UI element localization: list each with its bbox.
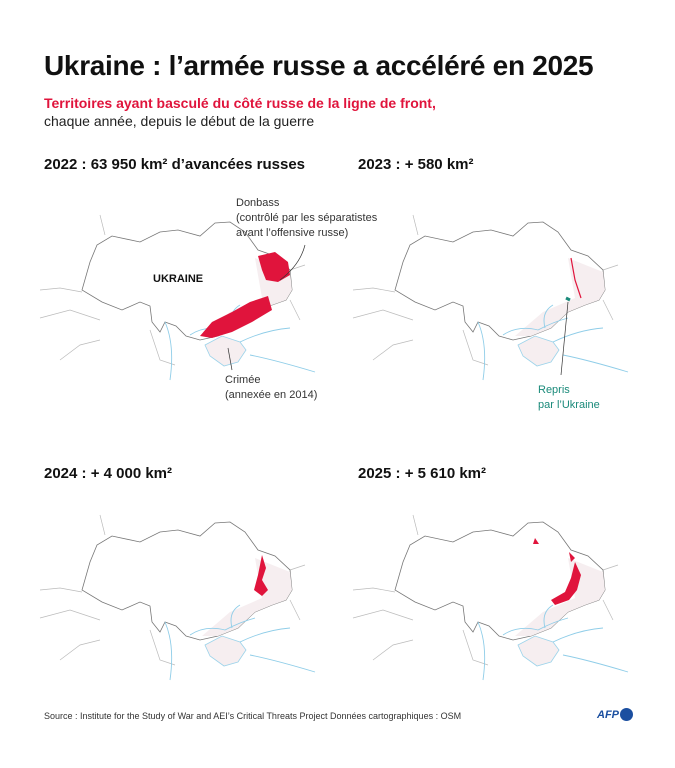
map-2022 — [39, 214, 316, 381]
map-2023 — [352, 214, 629, 381]
map-2024 — [39, 514, 316, 681]
crimea-name: Crimée — [225, 374, 261, 386]
donbass-note-2: avant l’offensive russe) — [236, 227, 349, 239]
map-data-credit: Données cartographiques : OSM — [330, 711, 462, 721]
label-retaken: Repris par l’Ukraine — [538, 383, 600, 413]
subtitle-highlight: Territoires ayant basculé du côté russe … — [44, 95, 436, 111]
afp-logo: AFP — [597, 708, 633, 721]
donbass-note: (contrôlé par les séparatistes — [236, 212, 378, 224]
source: Source : Institute for the Study of War … — [44, 711, 328, 721]
panel-title-2022: 2022 : 63 950 km² d’avancées russes — [44, 156, 306, 173]
donbass-name: Donbass — [236, 197, 280, 209]
panel-title-2024: 2024 : + 4 000 km² — [44, 465, 173, 482]
panel-title-2025: 2025 : + 5 610 km² — [358, 465, 487, 482]
afp-logo-text: AFP — [597, 708, 619, 721]
panel-title-2023: 2023 : + 580 km² — [358, 156, 474, 173]
afp-logo-circle-icon — [620, 708, 633, 721]
label-ukraine: UKRAINE — [153, 273, 204, 285]
title: Ukraine : l’armée russe a accéléré en 20… — [44, 50, 594, 81]
label-crimea: Crimée (annexée en 2014) — [225, 373, 317, 403]
retaken-line1: Repris — [538, 384, 570, 396]
crimea-note: (annexée en 2014) — [225, 389, 318, 401]
retaken-line2: par l’Ukraine — [538, 399, 600, 411]
map-2025 — [352, 514, 629, 681]
label-donbass: Donbass (contrôlé par les séparatistes a… — [236, 196, 377, 241]
donbass-area — [258, 252, 290, 282]
south-occupied-area — [200, 296, 272, 338]
subtitle: chaque année, depuis le début de la guer… — [44, 113, 315, 129]
